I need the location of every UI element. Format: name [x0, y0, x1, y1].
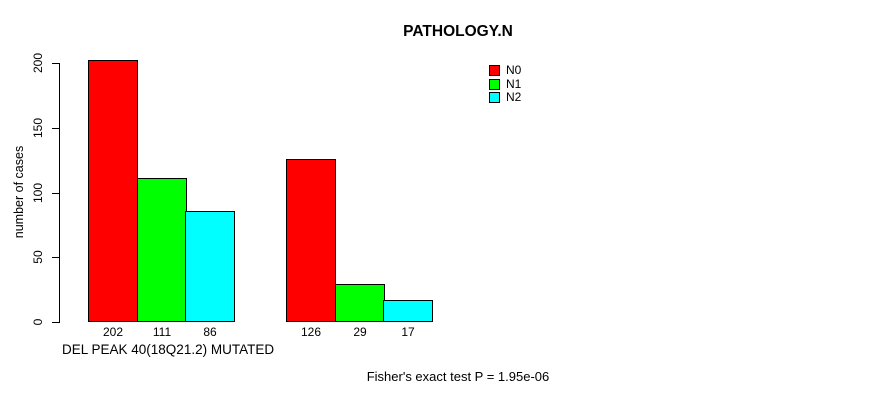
bar-n1-group1	[137, 178, 187, 322]
legend-swatch-icon	[489, 78, 500, 90]
legend: N0 N1 N2	[489, 63, 522, 106]
bar-value-label: 111	[152, 325, 172, 339]
annotation-text: Fisher's exact test P = 1.95e-06	[366, 369, 550, 384]
y-tick-label: 200	[31, 52, 45, 74]
x-axis-title: DEL PEAK 40(18Q21.2) MUTATED	[62, 342, 275, 357]
y-tick-label: 150	[31, 117, 45, 139]
y-tick-label: 50	[31, 250, 45, 264]
bar-value-label: 126	[300, 325, 322, 339]
y-tick-mark	[52, 257, 59, 258]
bar-n2-group2	[383, 300, 433, 322]
legend-item-n0: N0	[489, 63, 522, 77]
legend-label: N1	[506, 76, 522, 91]
bar-n2-group1	[185, 211, 235, 322]
y-tick-mark	[52, 322, 59, 323]
legend-label: N2	[506, 90, 522, 104]
y-tick-label: 100	[31, 182, 45, 204]
chart-title: PATHOLOGY.N	[403, 23, 513, 40]
bar-n0-group1	[88, 60, 138, 322]
y-tick-label: 0	[31, 318, 45, 326]
legend-label: N0	[506, 63, 522, 77]
y-axis-title: number of cases	[12, 145, 26, 239]
bar-n1-group2	[335, 284, 385, 322]
legend-swatch-icon	[489, 92, 500, 103]
legend-swatch-icon	[489, 65, 500, 76]
bar-value-label: 17	[401, 325, 415, 339]
y-tick-mark	[52, 128, 59, 129]
bar-value-label: 29	[353, 325, 367, 339]
legend-item-n2: N2	[489, 90, 522, 104]
y-tick-mark	[52, 63, 59, 64]
y-axis-line	[59, 63, 60, 323]
legend-item-n1: N1	[489, 76, 522, 91]
bar-value-label: 86	[203, 325, 217, 339]
bar-value-label: 202	[102, 325, 124, 339]
bar-n0-group2	[286, 159, 336, 322]
y-tick-mark	[52, 193, 59, 194]
